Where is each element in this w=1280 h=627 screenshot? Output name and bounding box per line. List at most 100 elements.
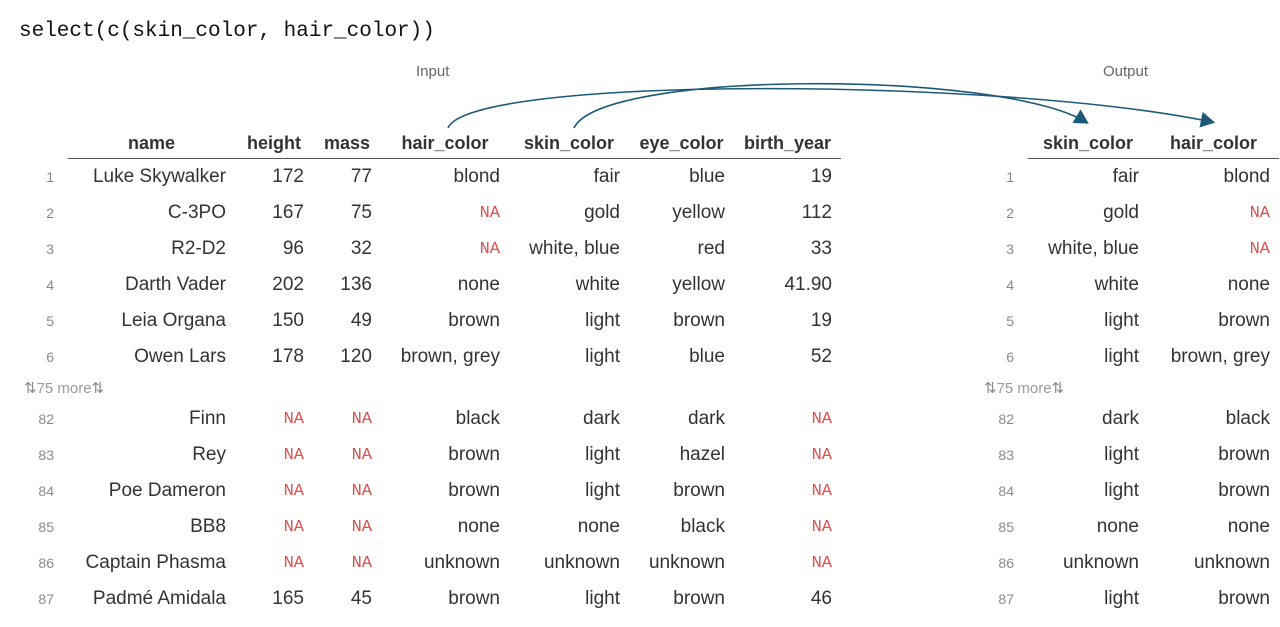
- row-index: 4: [1006, 277, 1014, 293]
- table-cell: white, blue: [529, 238, 620, 259]
- row-index: 87: [38, 591, 54, 607]
- input-caption: Input: [416, 63, 450, 80]
- table-row: 85 none none: [978, 509, 1279, 545]
- table-cell: NA: [811, 445, 832, 465]
- table-cell: light: [1104, 310, 1139, 331]
- table-cell: brown: [1218, 480, 1270, 501]
- table-cell: Rey: [192, 444, 226, 465]
- output-table: skin_color hair_color 1 fair blond 2 gold NA 3…: [978, 128, 1279, 617]
- column-header: skin_color: [1028, 128, 1148, 159]
- row-index: 6: [1006, 349, 1014, 365]
- table-cell: 167: [272, 202, 304, 223]
- table-cell: gold: [584, 202, 620, 223]
- table-row: 82 dark black: [978, 401, 1279, 437]
- table-cell: dark: [688, 408, 725, 429]
- table-cell: 136: [340, 274, 372, 295]
- row-index: 3: [1006, 241, 1014, 257]
- table-cell: blue: [689, 346, 725, 367]
- row-index: 6: [46, 349, 54, 365]
- updown-arrows-icon: ⇅: [24, 380, 37, 397]
- more-rows-indicator: ⇅75 more⇅: [18, 375, 841, 401]
- table-cell: BB8: [190, 516, 226, 537]
- table-cell: brown: [1218, 444, 1270, 465]
- column-header: height: [235, 128, 313, 159]
- table-row: 86 Captain Phasma NA NA unknown unknown unknow…: [18, 545, 841, 581]
- table-row: 2 C-3PO 167 75 NA gold yellow 112: [18, 195, 841, 231]
- table-cell: 19: [810, 310, 832, 331]
- updown-arrows-icon: ⇅: [984, 380, 997, 397]
- table-cell: brown: [448, 480, 500, 501]
- table-cell: 96: [282, 238, 304, 259]
- row-index: 5: [1006, 313, 1014, 329]
- table-cell: light: [1104, 588, 1139, 609]
- table-cell: unknown: [543, 552, 620, 573]
- updown-arrows-icon: ⇅: [91, 380, 105, 397]
- row-index: 85: [998, 519, 1014, 535]
- table-cell: R2-D2: [171, 238, 226, 259]
- table-cell: brown, grey: [400, 346, 500, 367]
- table-cell: NA: [479, 203, 500, 223]
- table-row: 87 light brown: [978, 581, 1279, 617]
- table-cell: hazel: [679, 444, 725, 465]
- table-row: 85 BB8 NA NA none none black NA: [18, 509, 841, 545]
- table-cell: Finn: [189, 408, 226, 429]
- row-index: 83: [998, 447, 1014, 463]
- table-row: 84 Poe Dameron NA NA brown light brown NA: [18, 473, 841, 509]
- input-header-row: name height mass hair_color skin_color e…: [18, 128, 841, 159]
- table-cell: NA: [283, 481, 304, 501]
- table-cell: brown: [448, 588, 500, 609]
- row-index: 3: [46, 241, 54, 257]
- table-cell: white: [1094, 274, 1139, 295]
- table-cell: white, blue: [1048, 238, 1139, 259]
- table-cell: unknown: [423, 552, 500, 573]
- row-index: 5: [46, 313, 54, 329]
- index-header: [978, 128, 1028, 159]
- index-header: [18, 128, 68, 159]
- table-cell: none: [1227, 516, 1270, 537]
- table-cell: blond: [453, 166, 501, 187]
- column-header: hair_color: [1148, 128, 1279, 159]
- table-row: 3 R2-D2 96 32 NA white, blue red 33: [18, 231, 841, 267]
- table-cell: brown: [1218, 310, 1270, 331]
- table-cell: NA: [351, 517, 372, 537]
- table-cell: yellow: [672, 202, 725, 223]
- table-cell: Owen Lars: [134, 346, 226, 367]
- table-cell: Leia Organa: [121, 310, 226, 331]
- table-row: 2 gold NA: [978, 195, 1279, 231]
- table-cell: light: [585, 346, 620, 367]
- table-cell: 75: [350, 202, 372, 223]
- output-caption: Output: [1103, 63, 1149, 80]
- table-cell: brown: [448, 444, 500, 465]
- row-index: 82: [998, 411, 1014, 427]
- column-header: eye_color: [629, 128, 734, 159]
- table-cell: 120: [340, 346, 372, 367]
- table-cell: NA: [811, 553, 832, 573]
- table-cell: Luke Skywalker: [92, 166, 226, 187]
- table-cell: NA: [1249, 239, 1270, 259]
- table-row: 4 white none: [978, 267, 1279, 303]
- row-index: 86: [38, 555, 54, 571]
- more-rows-label: 75 more: [996, 380, 1052, 397]
- table-cell: Poe Dameron: [108, 480, 226, 501]
- table-cell: 45: [350, 588, 372, 609]
- table-cell: unknown: [1062, 552, 1139, 573]
- table-row: 82 Finn NA NA black dark dark NA: [18, 401, 841, 437]
- table-row: 6 light brown, grey: [978, 339, 1279, 375]
- table-cell: Captain Phasma: [85, 552, 226, 573]
- table-cell: blond: [1223, 166, 1271, 187]
- row-index: 2: [46, 205, 54, 221]
- row-index: 84: [998, 483, 1014, 499]
- table-cell: red: [697, 238, 725, 259]
- table-cell: 33: [810, 238, 832, 259]
- more-rows-label: 75 more: [36, 380, 92, 397]
- table-cell: fair: [1112, 166, 1139, 187]
- row-index: 1: [46, 168, 54, 185]
- updown-arrows-icon: ⇅: [1051, 380, 1065, 397]
- table-cell: 178: [272, 346, 304, 367]
- table-cell: 19: [810, 166, 832, 187]
- table-cell: none: [1227, 274, 1270, 295]
- table-cell: fair: [593, 166, 620, 187]
- table-cell: light: [585, 588, 620, 609]
- skin-color-arrow: [573, 82, 1089, 129]
- table-cell: light: [585, 480, 620, 501]
